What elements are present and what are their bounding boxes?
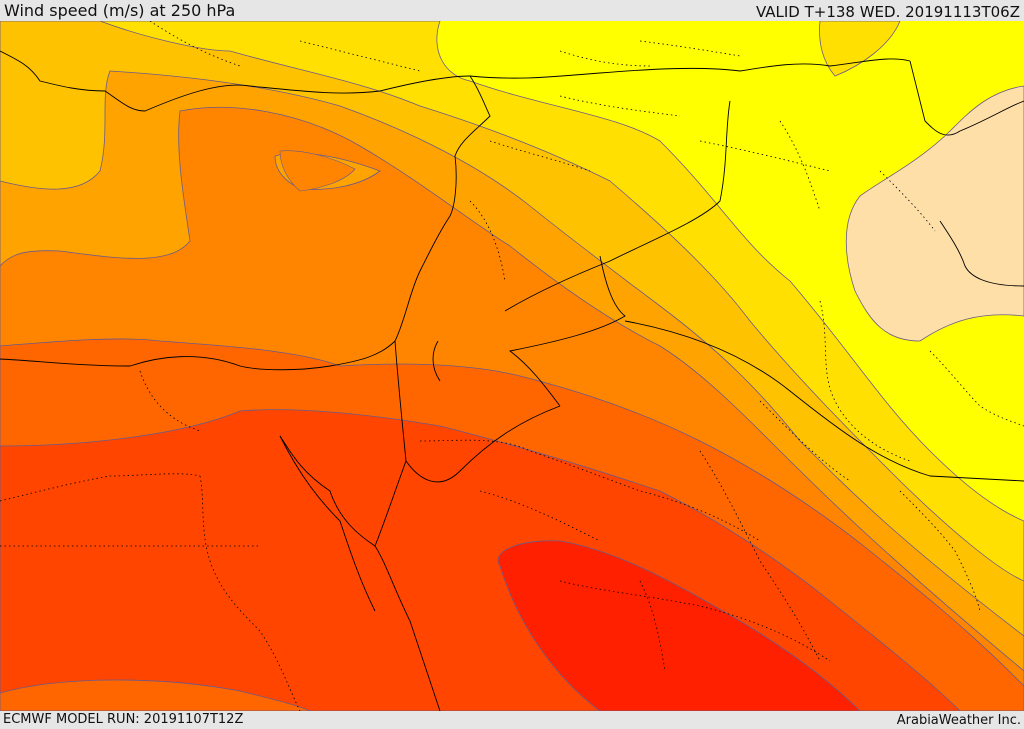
- valid-time: VALID T+138 WED. 20191113T06Z: [755, 3, 1020, 21]
- wind-band-8: [497, 540, 861, 711]
- map-title: Wind speed (m/s) at 250 hPa: [4, 1, 236, 20]
- model-run: ECMWF MODEL RUN: 20191107T12Z: [3, 712, 244, 727]
- wind-band-2-patch: [819, 21, 901, 77]
- admin-borders: [0, 21, 1024, 711]
- map-footer: ECMWF MODEL RUN: 20191107T12Z ArabiaWeat…: [0, 711, 1024, 729]
- coastlines: [0, 50, 1024, 711]
- wind-band-5-cyprus: [279, 150, 356, 192]
- credit: ArabiaWeather Inc.: [896, 713, 1021, 728]
- map-header: Wind speed (m/s) at 250 hPa VALID T+138 …: [0, 0, 1024, 21]
- wind-band-6-lower: [0, 679, 311, 711]
- low-wind-patch: [845, 85, 1024, 342]
- wind-speed-map: [0, 21, 1024, 711]
